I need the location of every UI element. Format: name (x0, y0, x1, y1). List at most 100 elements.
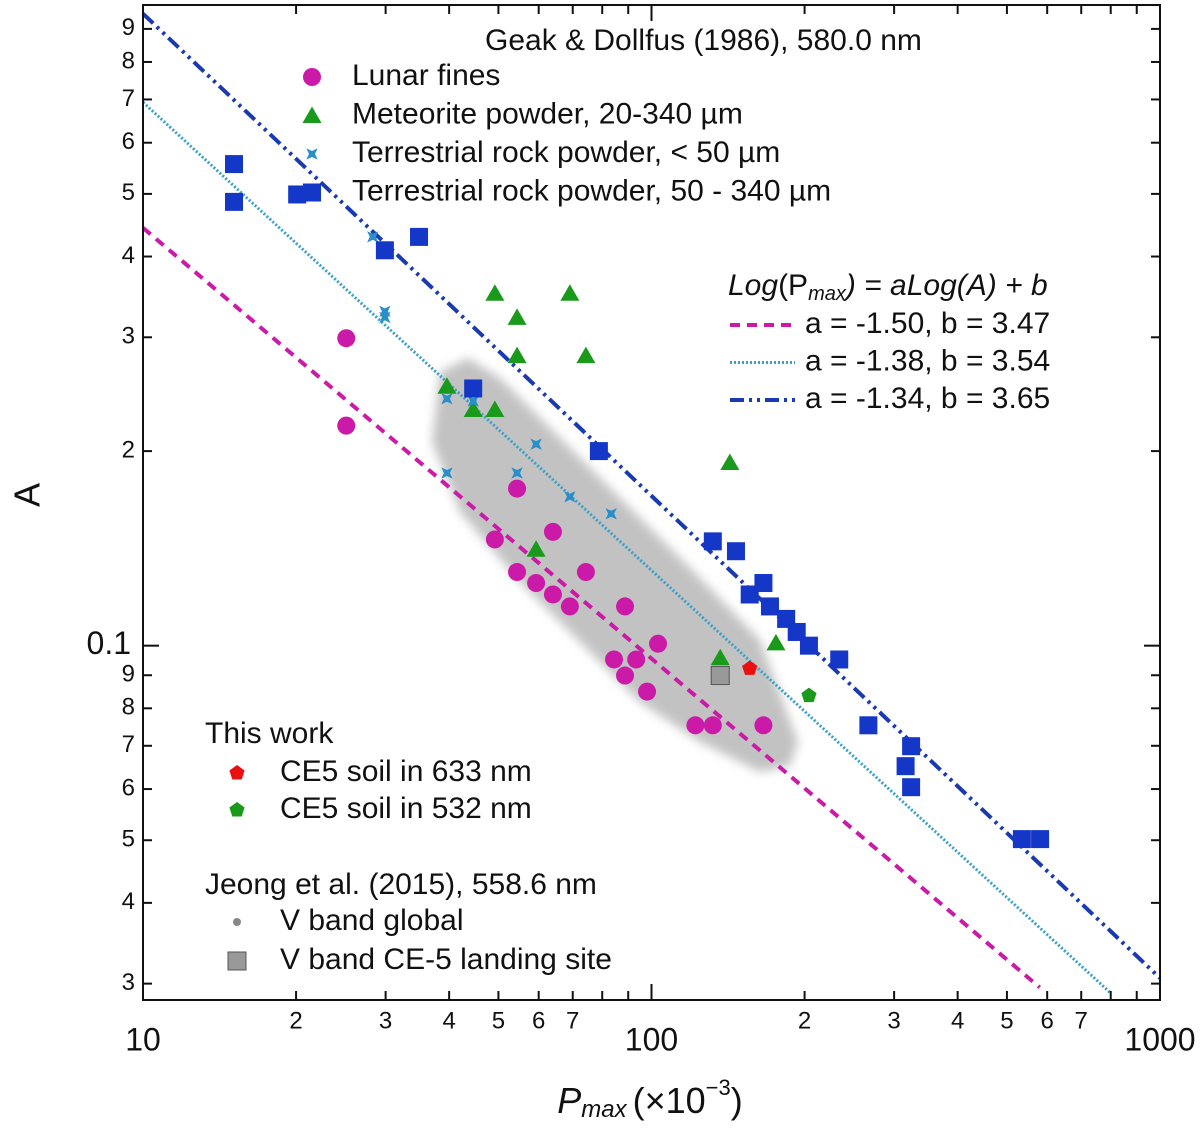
y-tick-label: 4 (122, 242, 135, 269)
marker (303, 68, 321, 86)
marker (302, 106, 322, 123)
fit-line (141, 226, 1041, 989)
legend-title: Geak & Dollfus (1986), 580.0 nm (485, 24, 922, 57)
x-tick-label: 5 (492, 1007, 505, 1034)
marker (225, 192, 244, 211)
marker (787, 622, 806, 641)
marker (896, 757, 915, 776)
marker (367, 231, 379, 243)
marker (527, 574, 546, 593)
marker (859, 716, 878, 735)
marker (754, 574, 773, 593)
marker (1012, 830, 1031, 849)
marker (530, 438, 542, 450)
marker (830, 650, 849, 669)
marker (337, 416, 356, 435)
fit-legend-title: Log(Pmax) = aLog(A) + b (728, 269, 1048, 305)
marker (616, 597, 635, 616)
fit-title-part: ) = aLog(A) + b (843, 269, 1048, 302)
marker (441, 467, 453, 479)
marker (760, 597, 779, 616)
marker (740, 585, 759, 604)
y-tick-label: 7 (122, 731, 135, 758)
marker (720, 453, 740, 471)
marker (576, 346, 596, 364)
legend-label: V band CE-5 landing site (280, 943, 612, 976)
marker (766, 633, 786, 651)
marker (627, 650, 646, 669)
y-tick-label: 3 (122, 969, 135, 996)
y-tick-label: 9 (122, 661, 135, 688)
fit-line (141, 12, 1162, 980)
y-axis-label: A (7, 483, 48, 507)
marker (1031, 830, 1050, 849)
x-tick-label: 5 (1000, 1007, 1013, 1034)
marker (303, 183, 321, 202)
x-tick-label: 10 (125, 1021, 161, 1057)
fit-line (141, 101, 1112, 995)
marker (337, 329, 356, 348)
x-tick-label: 2 (798, 1007, 811, 1034)
legend-label: CE5 soil in 633 nm (280, 755, 532, 788)
x-tick-label: 6 (1041, 1007, 1054, 1034)
fit-title-part: Log (728, 269, 778, 302)
y-tick-label: 6 (122, 128, 135, 155)
marker (485, 400, 505, 417)
y-tick-label: 6 (122, 774, 135, 801)
marker (225, 155, 244, 174)
marker (703, 532, 722, 551)
marker (379, 311, 391, 324)
x-tick-label: 3 (887, 1007, 900, 1034)
x-label-part: P (557, 1080, 581, 1121)
y-tick-label: 4 (122, 888, 135, 915)
marker (306, 148, 318, 160)
legend-label: a = -1.38, b = 3.54 (805, 344, 1050, 377)
marker (441, 393, 453, 405)
marker (485, 284, 505, 301)
x-tick-label: 6 (532, 1007, 545, 1034)
x-tick-label: 7 (1075, 1007, 1088, 1034)
legend-title: Jeong et al. (2015), 558.6 nm (205, 868, 597, 901)
marker (507, 308, 527, 325)
marker (605, 650, 624, 669)
marker (742, 660, 758, 675)
legend-label: Lunar fines (352, 59, 500, 92)
y-tick-label: 8 (122, 47, 135, 74)
marker (686, 716, 705, 735)
fit-title-part: max (808, 283, 847, 305)
marker (726, 542, 745, 561)
marker (576, 563, 595, 582)
y-tick-label: 2 (122, 436, 135, 463)
legend-label: Terrestrial rock powder, 50 - 340 µm (352, 174, 831, 207)
marker (229, 765, 245, 780)
y-tick-label: 8 (122, 694, 135, 721)
marker (703, 716, 722, 735)
marker (375, 241, 394, 260)
marker (511, 467, 523, 479)
x-tick-label: 7 (566, 1007, 579, 1034)
marker (649, 634, 668, 653)
marker (288, 185, 307, 204)
x-tick-label: 4 (951, 1007, 964, 1034)
x-tick-label: 3 (379, 1007, 392, 1034)
marker (710, 648, 730, 666)
x-tick-label: 4 (442, 1007, 455, 1034)
y-tick-label: 3 (122, 323, 135, 350)
y-tick-label: 5 (122, 179, 135, 206)
marker (467, 395, 479, 407)
marker (464, 379, 483, 398)
marker (508, 563, 527, 582)
x-axis-label: Pmax (×10−3) (557, 1075, 743, 1124)
global-cloud (432, 358, 798, 772)
marker (463, 400, 483, 417)
fit-title-part: (P (778, 269, 808, 302)
x-tick-label: 1000 (1124, 1021, 1195, 1057)
y-tick-label: 5 (122, 826, 135, 853)
x-label-part: (×10 (633, 1080, 706, 1121)
x-label-part: ) (731, 1080, 743, 1121)
x-tick-label: 2 (289, 1007, 302, 1034)
marker (229, 802, 245, 817)
marker (589, 442, 608, 461)
marker (410, 227, 429, 246)
